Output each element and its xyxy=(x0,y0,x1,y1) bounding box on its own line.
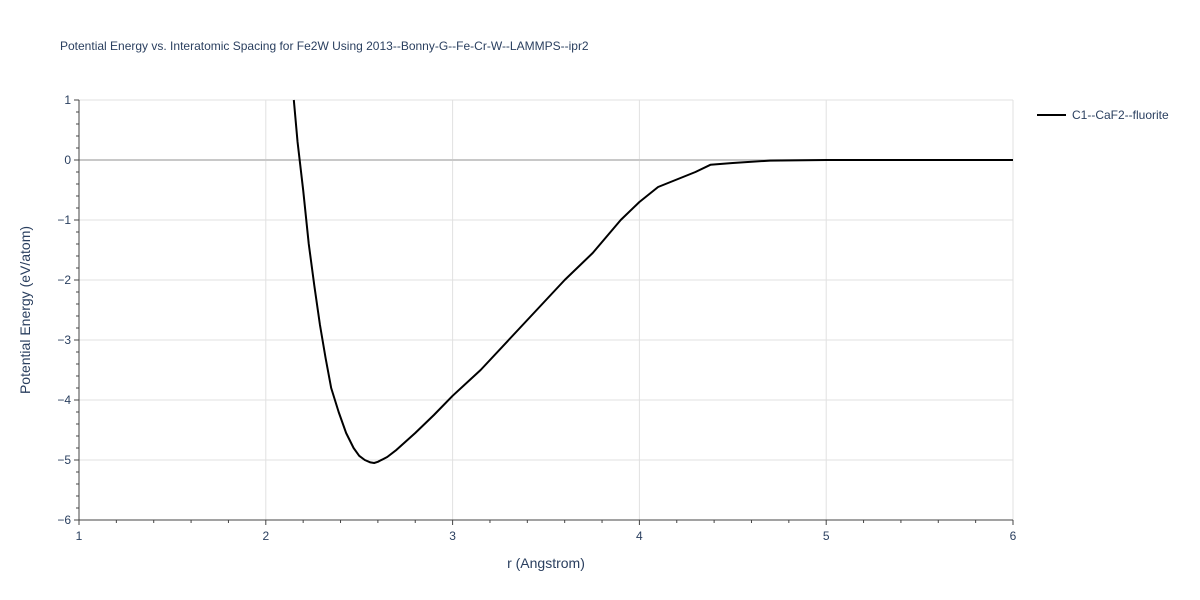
y-tick-label: −6 xyxy=(57,513,71,527)
y-tick-label: −3 xyxy=(57,333,71,347)
x-tick-label: 1 xyxy=(76,529,83,543)
series-line-0 xyxy=(292,99,1013,464)
y-tick-label: −4 xyxy=(57,393,71,407)
x-tick-label: 6 xyxy=(1010,529,1017,543)
y-tick-label: 0 xyxy=(64,153,71,167)
x-axis-title: r (Angstrom) xyxy=(507,555,585,571)
series-group xyxy=(292,99,1013,464)
grid xyxy=(79,99,1014,520)
y-tick-label: −5 xyxy=(57,453,71,467)
y-tick-label: −2 xyxy=(57,273,71,287)
axes: 1 2 3 4 5 6 1 0 −1 −2 −3 −4 −5 −6 xyxy=(57,93,1016,543)
legend-label: C1--CaF2--fluorite xyxy=(1072,108,1169,122)
x-tick-label: 3 xyxy=(449,529,456,543)
x-tick-label: 2 xyxy=(262,529,269,543)
y-axis-title: Potential Energy (eV/atom) xyxy=(17,226,33,394)
y-tick-label: 1 xyxy=(64,93,71,107)
y-tick-label: −1 xyxy=(57,213,71,227)
chart-title: Potential Energy vs. Interatomic Spacing… xyxy=(60,39,589,53)
x-tick-label: 4 xyxy=(636,529,643,543)
x-tick-label: 5 xyxy=(823,529,830,543)
legend[interactable]: C1--CaF2--fluorite xyxy=(1037,108,1169,122)
